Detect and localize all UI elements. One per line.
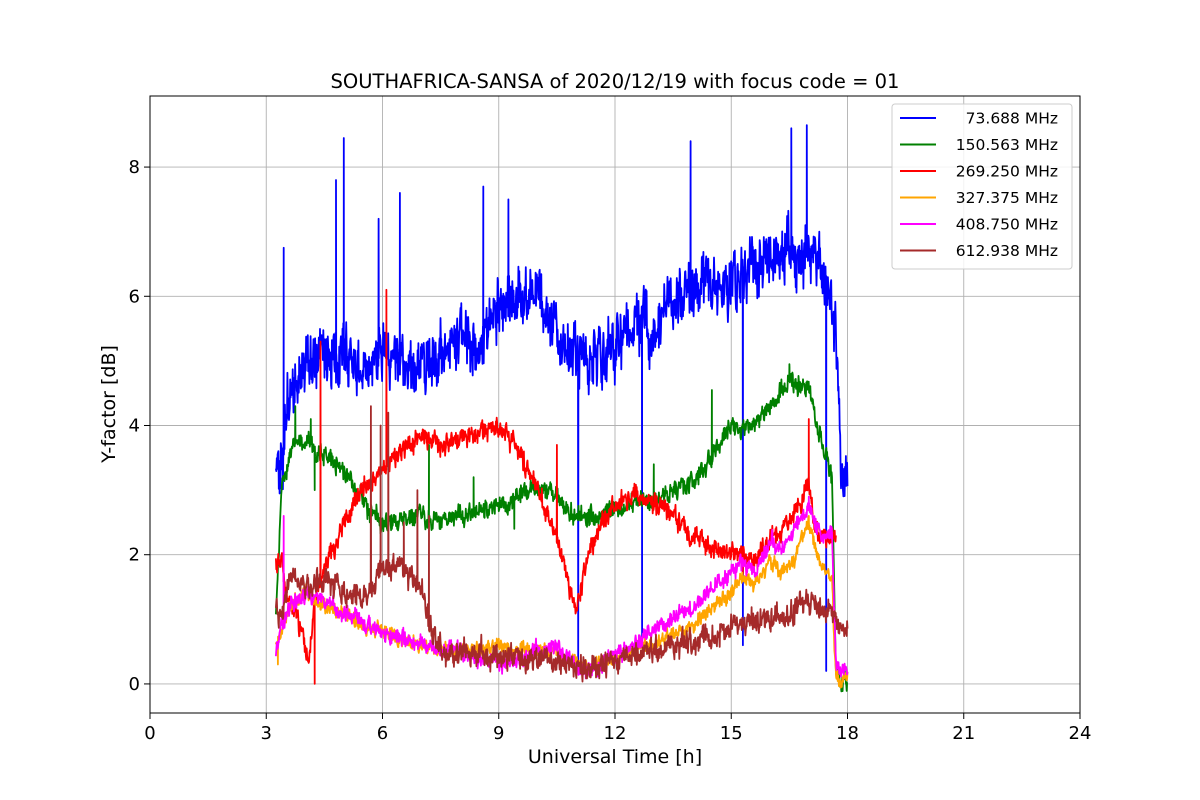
y-tick-label: 6	[129, 286, 140, 307]
y-tick-label: 2	[129, 545, 140, 566]
y-tick-label: 4	[129, 415, 140, 436]
x-tick-label: 21	[952, 723, 975, 744]
legend-label: 269.250 MHz	[956, 163, 1058, 181]
chart-title: SOUTHAFRICA-SANSA of 2020/12/19 with foc…	[331, 70, 900, 93]
x-tick-label: 9	[493, 723, 504, 744]
series-layer	[275, 124, 849, 693]
legend-box	[891, 103, 1073, 270]
legend-label: 73.688 MHz	[966, 110, 1058, 128]
x-tick-label: 12	[604, 723, 627, 744]
x-axis-title: Universal Time [h]	[528, 746, 702, 768]
y-tick-label: 8	[129, 157, 140, 178]
y-axis: 0 2 4 6 8	[129, 157, 150, 695]
x-tick-label: 24	[1069, 723, 1092, 744]
y-axis-title: Y-factor [dB]	[98, 345, 120, 464]
series-line-4	[275, 495, 849, 680]
series-line-1	[275, 363, 848, 693]
x-tick-label: 6	[377, 723, 388, 744]
x-axis: 0 3 6 9 12 15 18 21 24	[144, 713, 1091, 744]
series-line-0	[275, 124, 849, 672]
x-tick-label: 15	[720, 723, 743, 744]
legend-label: 150.563 MHz	[956, 136, 1058, 154]
legend-label: 408.750 MHz	[956, 216, 1058, 234]
y-tick-label: 0	[129, 674, 140, 695]
legend: 73.688 MHz 150.563 MHz 269.250 MHz 327.375 …	[891, 103, 1073, 270]
x-tick-label: 3	[261, 723, 272, 744]
legend-label: 612.938 MHz	[956, 242, 1058, 260]
series-line-5	[275, 405, 849, 683]
x-tick-label: 18	[836, 723, 859, 744]
legend-label: 327.375 MHz	[956, 189, 1058, 207]
x-tick-label: 0	[144, 723, 155, 744]
